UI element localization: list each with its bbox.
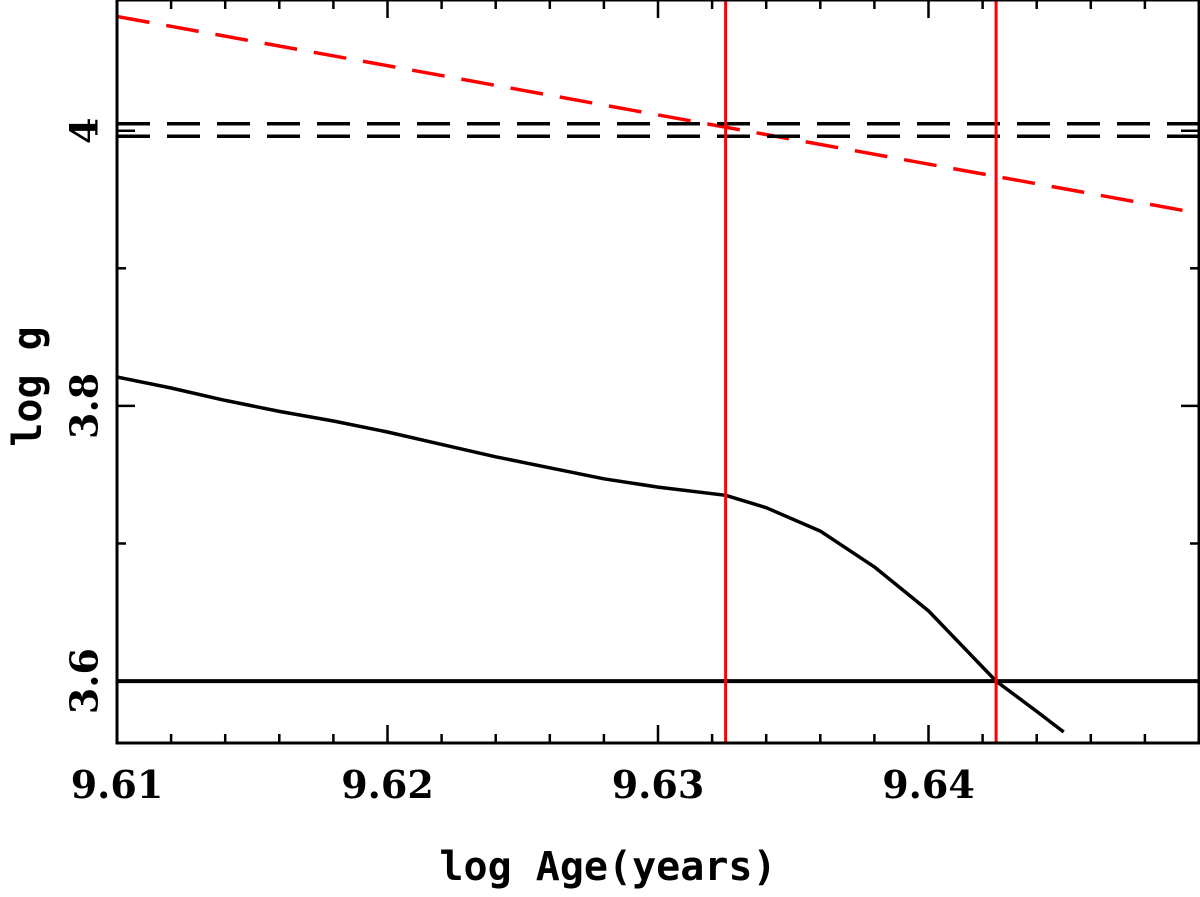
vline-layer xyxy=(724,0,998,743)
series-line-2 xyxy=(117,14,1199,216)
tick-layer xyxy=(115,0,1200,743)
x-tick-label: 9.64 xyxy=(882,762,975,807)
plot-frame xyxy=(115,0,1200,745)
x-tick-label: 9.61 xyxy=(71,762,164,807)
x-axis-title: log Age(years) xyxy=(439,844,776,890)
y-tick-label: 3.6 xyxy=(61,648,106,714)
x-tick-label: 9.63 xyxy=(612,762,705,807)
y-tick-label: 4 xyxy=(61,117,106,143)
label-layer: 9.61 9.62 9.63 9.64 3.6 3.8 4 xyxy=(61,117,974,807)
series-line-1 xyxy=(117,375,1065,734)
series-layer xyxy=(117,14,1199,734)
y-axis-title: log g xyxy=(5,326,51,446)
x-tick-label: 9.62 xyxy=(341,762,434,807)
y-tick-label: 3.8 xyxy=(61,373,106,439)
